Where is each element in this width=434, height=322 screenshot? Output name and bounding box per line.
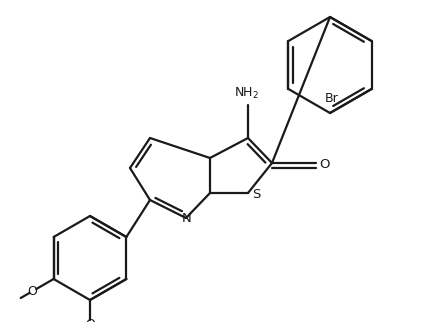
- Text: N: N: [182, 213, 192, 225]
- Text: Br: Br: [325, 91, 339, 105]
- Text: S: S: [252, 187, 260, 201]
- Text: NH$_2$: NH$_2$: [233, 85, 259, 100]
- Text: O: O: [27, 285, 37, 298]
- Text: O: O: [320, 157, 330, 171]
- Text: O: O: [85, 318, 95, 322]
